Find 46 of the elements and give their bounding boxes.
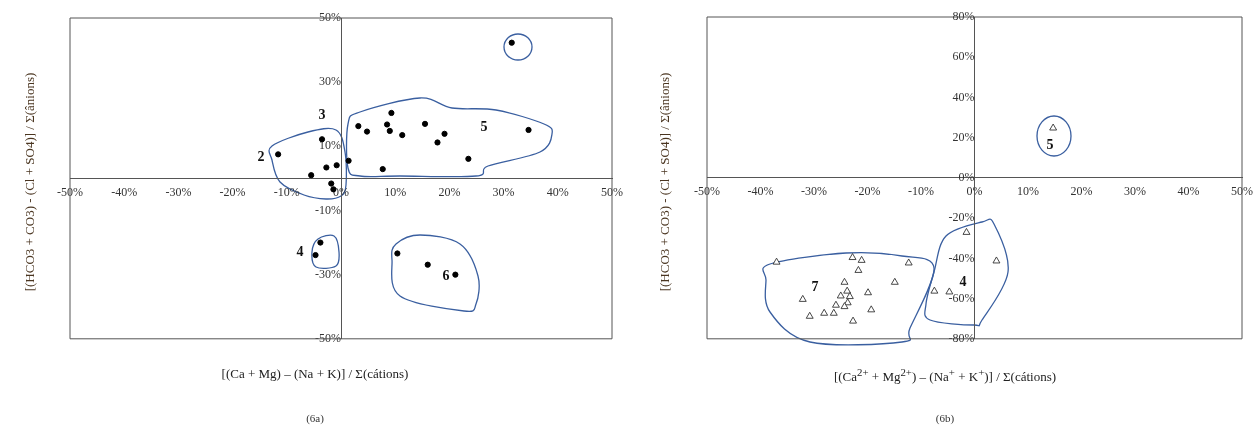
y-tick-label: -40%: [948, 250, 975, 265]
y-tick-label: 20%: [952, 129, 975, 144]
x-tick-label: -50%: [57, 184, 83, 199]
y-tick-label: 10%: [319, 138, 341, 153]
x-tick-label: -20%: [854, 184, 881, 199]
annotation: 3: [318, 107, 326, 123]
y-tick-label: 30%: [319, 74, 341, 89]
text: (6a): [305, 412, 325, 424]
y-axis-title: [(HCO3 + CO3) - (Cl + SO4)] / Σ(ânions): [656, 72, 672, 292]
text: (6b): [934, 412, 956, 424]
x-tick-label: -20%: [219, 184, 246, 199]
x-tick-label: 20%: [1070, 184, 1093, 199]
annotation: 2: [257, 149, 265, 165]
annotation: 4: [296, 244, 304, 260]
x-tick-label: 20%: [438, 184, 461, 199]
x-tick-label: 50%: [1231, 184, 1253, 199]
x-tick-label: 40%: [1177, 184, 1200, 199]
x-tick-label: 40%: [546, 184, 569, 199]
y-tick-label: 80%: [952, 9, 975, 24]
x-tick-label: 10%: [384, 184, 407, 199]
x-tick-label: 30%: [1124, 184, 1146, 199]
annotation: 4: [959, 274, 967, 290]
x-axis-title: [(Ca + Mg) – (Na + K)] / Σ(cátions): [221, 366, 409, 382]
annotation: 5: [1046, 137, 1054, 153]
x-tick-label: -30%: [801, 184, 827, 199]
x-tick-label: 50%: [601, 184, 623, 199]
x-tick-label: -30%: [165, 184, 192, 199]
x-tick-label: 30%: [492, 184, 515, 199]
annotation: 7: [811, 279, 819, 295]
x-tick-label: 10%: [1017, 184, 1039, 199]
text: [(Ca$^{2+}$ + Mg$^{2+}$) – (Na$^{+}$ + K$^{+}$)] / Σ(cátions): [833, 366, 1057, 385]
y-tick-label: -60%: [948, 290, 975, 305]
y-tick-label: 50%: [319, 10, 341, 25]
y-tick-label: -10%: [315, 202, 341, 217]
y-tick-label: 60%: [952, 49, 975, 64]
annotation: 6: [442, 268, 450, 284]
x-tick-label: -10%: [908, 184, 934, 199]
y-tick-label: 40%: [952, 89, 975, 104]
x-tick-label: -40%: [111, 184, 138, 199]
y-axis-title: [(HCO3 + CO3) - (Cl + SO4)] / Σ(ânions): [21, 72, 37, 292]
x-tick-label: -50%: [694, 184, 720, 199]
y-tick-label: -20%: [948, 210, 975, 225]
y-tick-label: -30%: [315, 266, 341, 281]
x-tick-label: -40%: [747, 184, 774, 199]
x-tick-label: -10%: [273, 184, 300, 199]
annotation: 5: [480, 119, 488, 135]
